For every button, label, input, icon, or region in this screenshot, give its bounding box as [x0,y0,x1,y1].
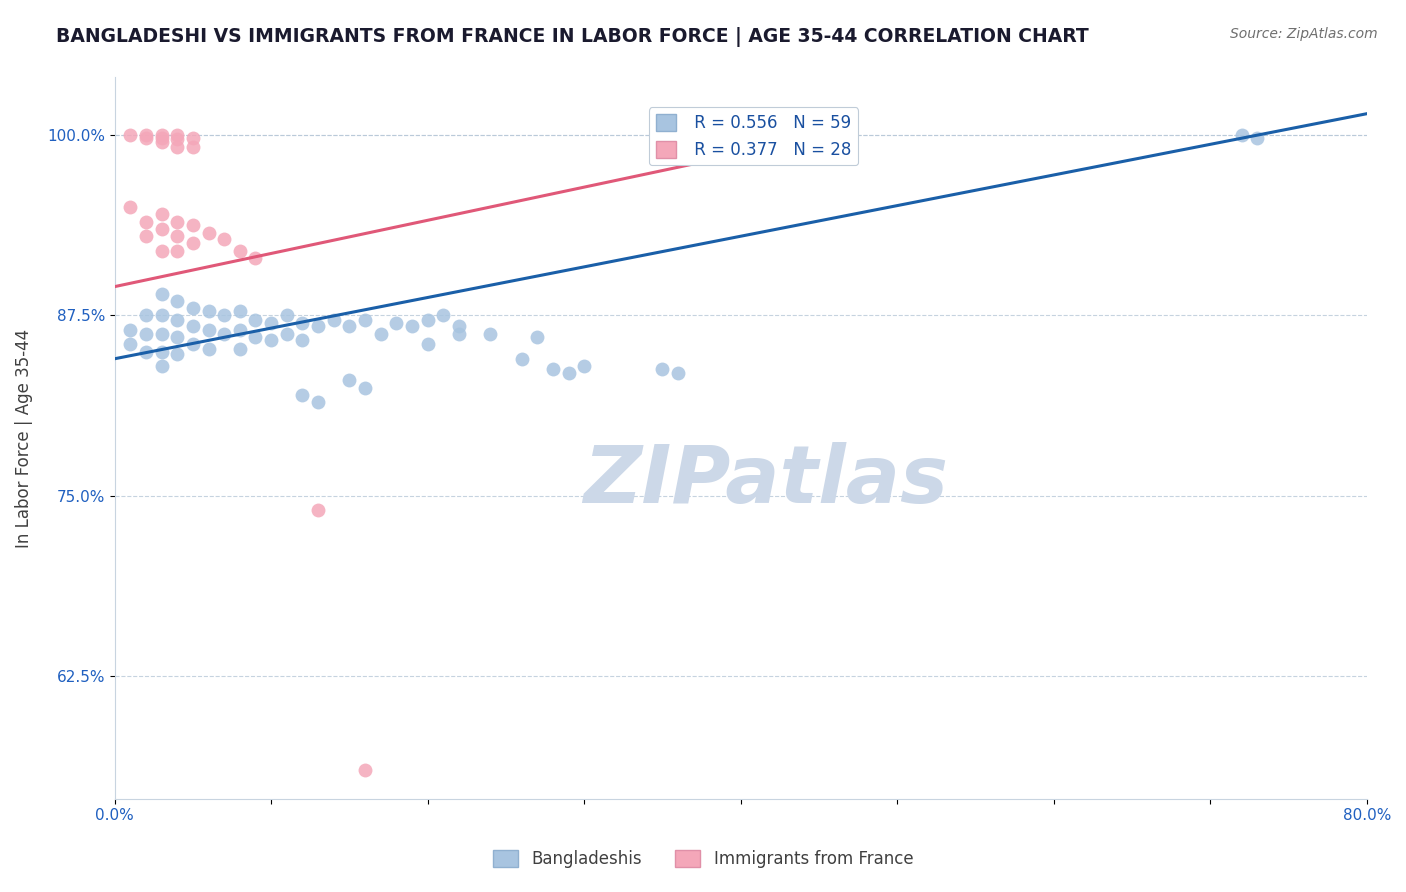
Point [197,304,219,318]
Point [181,218,204,232]
Point [245,313,267,327]
Point [276,309,298,323]
Point [150,286,173,301]
Legend:  R = 0.556   N = 59,  R = 0.377   N = 28: R = 0.556 N = 59, R = 0.377 N = 28 [650,107,858,165]
Point [150,244,173,258]
Point [120,337,142,351]
Point [166,330,188,344]
Point [181,301,204,316]
Point [291,333,314,347]
Point [307,395,329,409]
Point [354,381,377,395]
Point [150,128,173,143]
Point [150,344,173,359]
Point [166,139,188,153]
Point [322,313,344,327]
Point [260,333,283,347]
Point [181,337,204,351]
Text: ZIPatlas: ZIPatlas [583,442,948,520]
Point [572,359,595,373]
Point [276,327,298,342]
Point [120,323,142,337]
Point [212,327,235,342]
Text: BANGLADESHI VS IMMIGRANTS FROM FRANCE IN LABOR FORCE | AGE 35-44 CORRELATION CHA: BANGLADESHI VS IMMIGRANTS FROM FRANCE IN… [56,27,1090,46]
Point [166,313,188,327]
Point [307,318,329,333]
Point [135,229,157,244]
Point [166,132,188,146]
Point [385,316,408,330]
Point [166,229,188,244]
Point [526,330,548,344]
Point [1230,128,1253,143]
Point [307,503,329,517]
Point [447,318,470,333]
Point [212,232,235,246]
Y-axis label: In Labor Force | Age 35-44: In Labor Force | Age 35-44 [15,328,32,548]
Point [416,313,439,327]
Point [291,388,314,402]
Point [245,330,267,344]
Point [212,309,235,323]
Point [150,222,173,236]
Point [354,313,377,327]
Legend: Bangladeshis, Immigrants from France: Bangladeshis, Immigrants from France [486,843,920,875]
Point [354,763,377,777]
Point [1246,131,1268,145]
Point [197,323,219,337]
Point [666,366,689,380]
Point [245,251,267,265]
Point [447,327,470,342]
Point [197,342,219,356]
Point [510,351,533,366]
Point [135,128,157,143]
Point [150,359,173,373]
Point [181,318,204,333]
Point [181,131,204,145]
Point [401,318,423,333]
Point [135,309,157,323]
Point [260,316,283,330]
Point [150,309,173,323]
Point [339,373,361,387]
Point [135,215,157,229]
Point [416,337,439,351]
Point [181,139,204,153]
Point [479,327,502,342]
Point [557,366,579,380]
Point [166,244,188,258]
Point [229,244,252,258]
Point [150,207,173,221]
Point [120,128,142,143]
Point [541,362,564,376]
Point [181,236,204,251]
Text: Source: ZipAtlas.com: Source: ZipAtlas.com [1230,27,1378,41]
Point [150,131,173,145]
Point [166,347,188,361]
Point [166,215,188,229]
Point [197,226,219,240]
Point [229,342,252,356]
Point [339,318,361,333]
Point [135,327,157,342]
Point [229,304,252,318]
Point [166,293,188,308]
Point [150,136,173,150]
Point [166,128,188,143]
Point [651,362,673,376]
Point [291,316,314,330]
Point [370,327,392,342]
Point [229,323,252,337]
Point [135,344,157,359]
Point [432,309,454,323]
Point [150,327,173,342]
Point [120,200,142,214]
Point [135,131,157,145]
